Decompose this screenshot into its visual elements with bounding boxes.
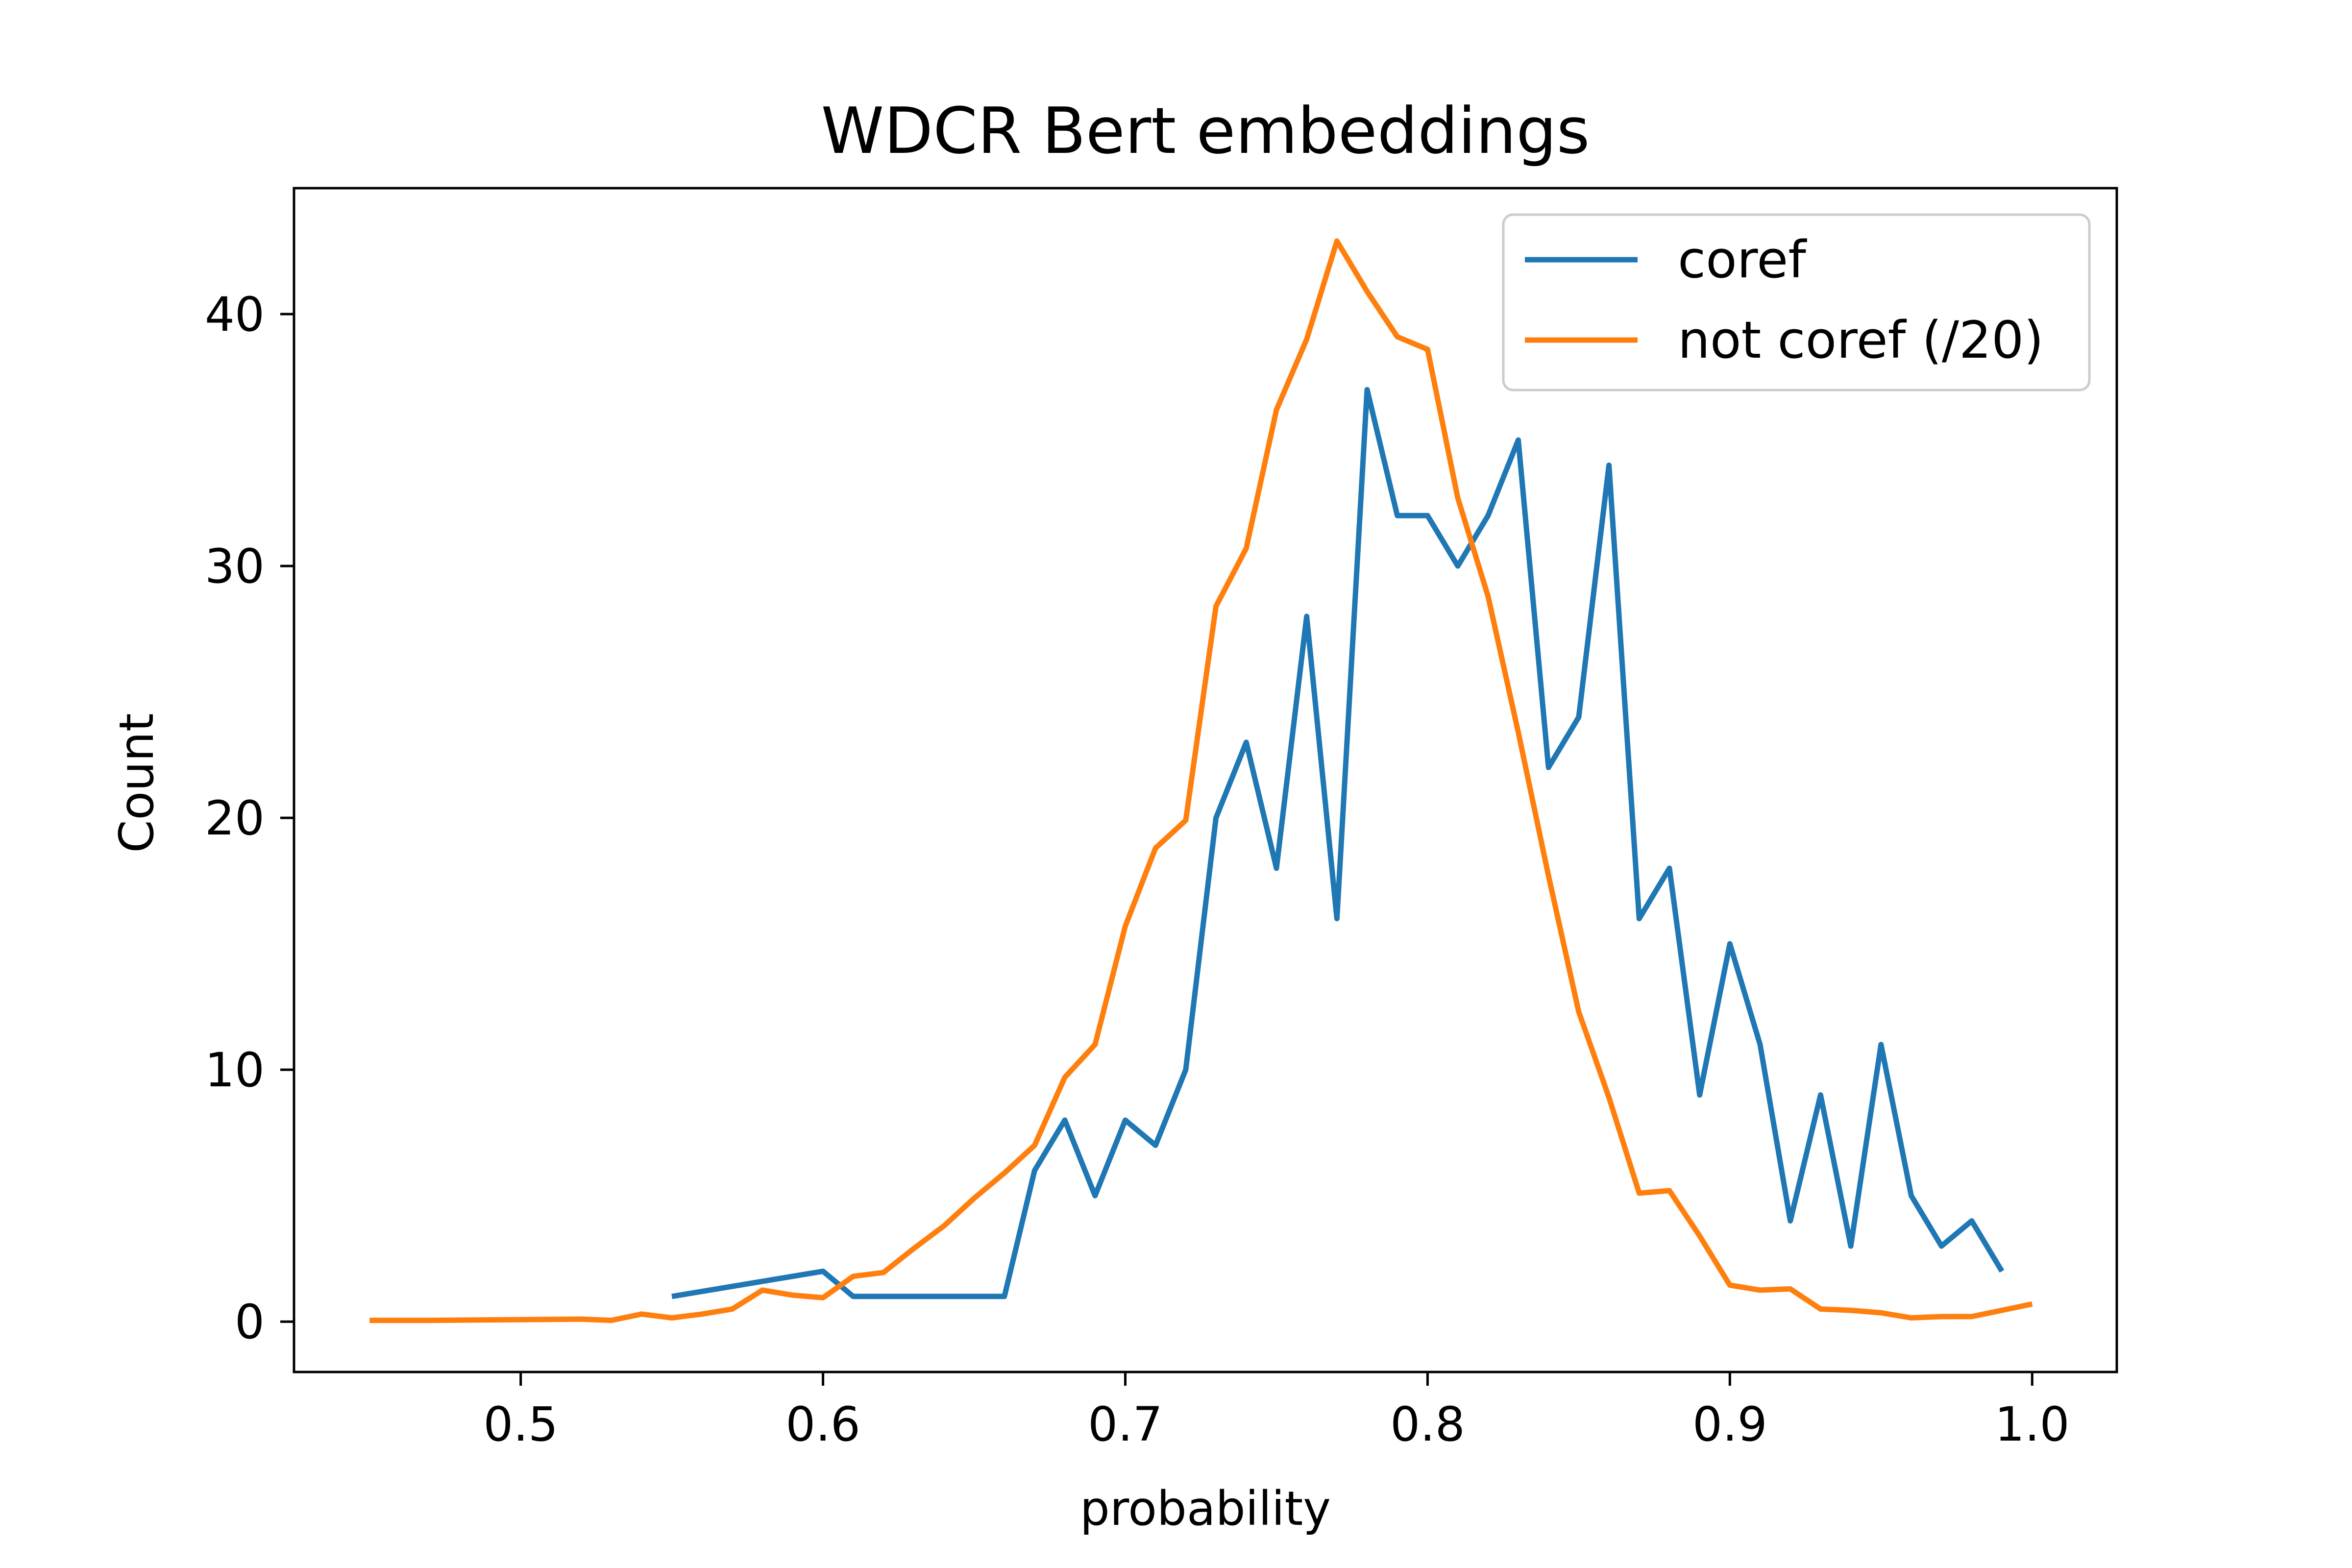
x-axis-label: probability — [1080, 1481, 1331, 1536]
x-axis: 0.5 0.6 0.7 0.8 0.9 1.0 — [483, 1372, 2070, 1452]
legend-frame — [1502, 213, 2091, 392]
plot-frame — [293, 187, 2118, 1373]
y-axis-label: Count — [109, 713, 164, 853]
x-tick-label: 0.7 — [1088, 1397, 1163, 1452]
y-tick-label: 0 — [235, 1295, 265, 1349]
x-tick-label: 0.8 — [1390, 1397, 1465, 1452]
x-tick-label: 0.9 — [1692, 1397, 1767, 1452]
y-tick-label: 40 — [205, 287, 265, 342]
legend-label-not-coref: not coref (/20) — [1678, 310, 2044, 370]
y-tick-label: 30 — [205, 539, 265, 594]
x-tick-label: 0.6 — [785, 1397, 860, 1452]
y-tick-label: 20 — [205, 791, 265, 846]
y-tick-label: 10 — [205, 1043, 265, 1098]
x-tick-label: 0.5 — [483, 1397, 558, 1452]
y-axis: 0 10 20 30 40 — [205, 287, 294, 1349]
x-tick-label: 1.0 — [1995, 1397, 2070, 1452]
legend-label-coref: coref — [1678, 230, 1807, 290]
legend: coref not coref (/20) — [1502, 213, 2091, 392]
series-line-not-coref-20 — [369, 238, 2033, 1323]
plot-lines — [369, 238, 2033, 1323]
series-line-coref — [671, 387, 2005, 1299]
chart-title: WDCR Bert embeddings — [821, 94, 1590, 168]
